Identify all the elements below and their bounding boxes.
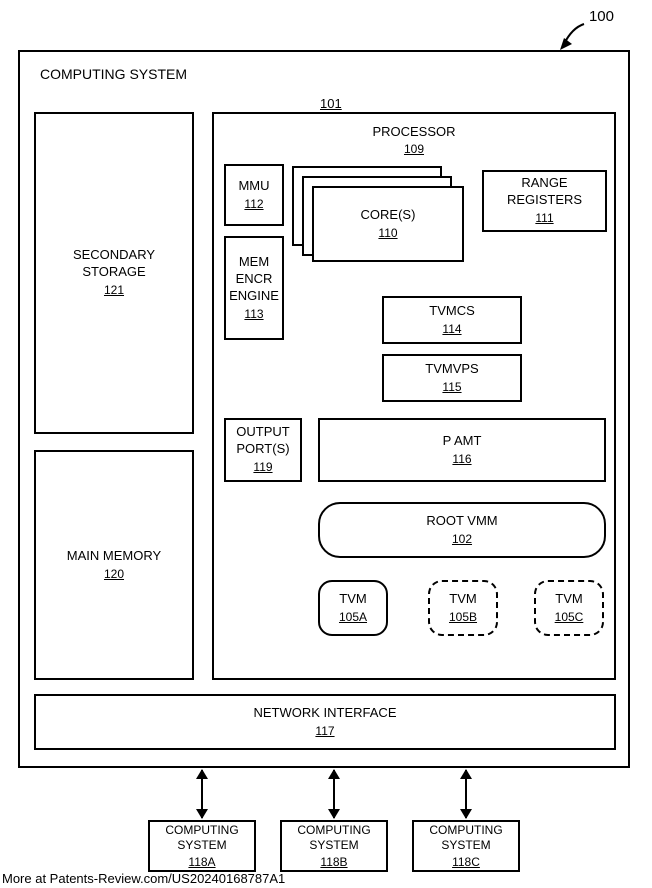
range-registers-box: RANGE REGISTERS 111 — [482, 170, 607, 232]
output-ports-ref: 119 — [253, 460, 272, 476]
external-system-b-label: COMPUTING SYSTEM — [297, 823, 370, 853]
external-system-c-ref: 118C — [452, 855, 480, 870]
footer-text: More at Patents-Review.com/US20240168787… — [2, 871, 285, 886]
secondary-storage-ref: 121 — [104, 283, 124, 299]
figure-ref-100: 100 — [589, 8, 614, 25]
external-system-a-label: COMPUTING SYSTEM — [165, 823, 238, 853]
tvm-b-ref: 105B — [449, 610, 477, 626]
processor-box: PROCESSOR 109 MMU 112 MEM ENCR ENGINE 11… — [212, 112, 616, 680]
output-ports-box: OUTPUT PORT(S) 119 — [224, 418, 302, 482]
mmu-ref: 112 — [244, 197, 263, 213]
mem-encr-label: MEM ENCR ENGINE — [229, 254, 279, 305]
ref-101: 101 — [320, 96, 342, 111]
tvm-b-label: TVM — [449, 591, 476, 608]
double-arrow-icon — [465, 770, 467, 818]
range-registers-label: RANGE REGISTERS — [484, 175, 605, 209]
pamt-ref: 116 — [452, 452, 471, 468]
network-interface-box: NETWORK INTERFACE 117 — [34, 694, 616, 750]
root-vmm-box: ROOT VMM 102 — [318, 502, 606, 558]
tvmcs-label: TVMCS — [429, 303, 475, 320]
tvmvps-label: TVMVPS — [425, 361, 478, 378]
double-arrow-icon — [201, 770, 203, 818]
pamt-label: P AMT — [443, 433, 482, 450]
computing-system-title: COMPUTING SYSTEM — [40, 66, 187, 82]
mem-encr-engine-box: MEM ENCR ENGINE 113 — [224, 236, 284, 340]
tvm-c-ref: 105C — [555, 610, 584, 626]
tvmvps-ref: 115 — [442, 380, 461, 396]
processor-label: PROCESSOR — [214, 124, 614, 141]
cores-label: CORE(S) — [361, 207, 416, 224]
double-arrow-icon — [333, 770, 335, 818]
network-interface-ref: 117 — [315, 724, 334, 740]
tvm-c-label: TVM — [555, 591, 582, 608]
external-system-a-ref: 118A — [188, 855, 215, 870]
tvmcs-box: TVMCS 114 — [382, 296, 522, 344]
mem-encr-ref: 113 — [244, 307, 263, 323]
cores-box: CORE(S) 110 — [312, 186, 464, 262]
leader-arrow-icon — [558, 22, 586, 50]
tvmvps-box: TVMVPS 115 — [382, 354, 522, 402]
range-registers-ref: 111 — [535, 211, 553, 227]
external-system-c-label: COMPUTING SYSTEM — [429, 823, 502, 853]
external-system-c-box: COMPUTING SYSTEM 118C — [412, 820, 520, 872]
processor-ref: 109 — [214, 142, 614, 158]
tvm-a-label: TVM — [339, 591, 366, 608]
mmu-box: MMU 112 — [224, 164, 284, 226]
root-vmm-ref: 102 — [452, 532, 472, 548]
main-memory-box: MAIN MEMORY 120 — [34, 450, 194, 680]
main-memory-label: MAIN MEMORY — [67, 548, 161, 565]
computing-system-container: COMPUTING SYSTEM 101 SECONDARY STORAGE 1… — [18, 50, 630, 768]
cores-stack: CORE(S) 110 — [292, 166, 464, 262]
tvm-c-box: TVM 105C — [534, 580, 604, 636]
secondary-storage-label: SECONDARY STORAGE — [73, 247, 155, 281]
external-system-b-box: COMPUTING SYSTEM 118B — [280, 820, 388, 872]
tvm-a-box: TVM 105A — [318, 580, 388, 636]
network-interface-label: NETWORK INTERFACE — [253, 705, 396, 722]
main-memory-ref: 120 — [104, 567, 124, 583]
tvm-a-ref: 105A — [339, 610, 367, 626]
pamt-box: P AMT 116 — [318, 418, 606, 482]
secondary-storage-box: SECONDARY STORAGE 121 — [34, 112, 194, 434]
root-vmm-label: ROOT VMM — [426, 513, 497, 530]
external-system-b-ref: 118B — [320, 855, 347, 870]
output-ports-label: OUTPUT PORT(S) — [236, 424, 289, 458]
cores-ref: 110 — [378, 226, 397, 242]
mmu-label: MMU — [238, 178, 269, 195]
external-system-a-box: COMPUTING SYSTEM 118A — [148, 820, 256, 872]
tvm-b-box: TVM 105B — [428, 580, 498, 636]
tvmcs-ref: 114 — [442, 322, 461, 338]
